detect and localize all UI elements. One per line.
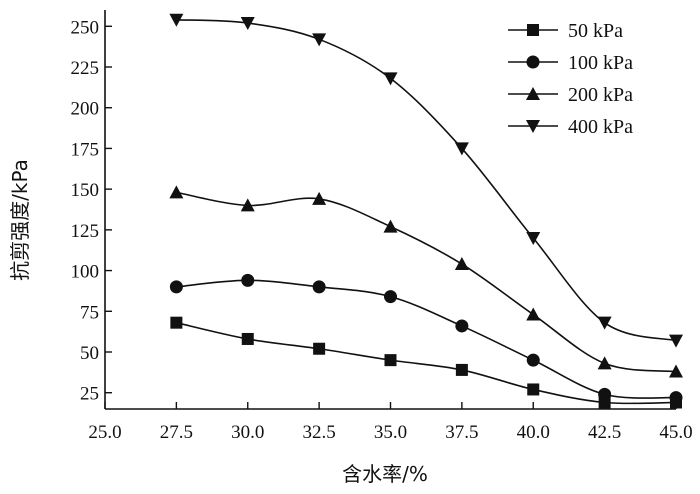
x-tick-label: 40.0 [517, 422, 550, 443]
series-layer [169, 13, 683, 409]
legend-entry: 400 kPa [508, 116, 633, 138]
data-point [454, 142, 469, 156]
x-tick-label: 35.0 [374, 422, 407, 443]
legend-marker [526, 87, 540, 100]
legend-entry: 100 kPa [508, 52, 633, 74]
y-tick-label: 175 [71, 139, 100, 160]
series-line [176, 191, 677, 373]
data-point [383, 72, 398, 86]
legend-label: 50 kPa [568, 20, 623, 42]
data-point [241, 273, 255, 287]
x-axis-label: 含水率/% [342, 462, 428, 486]
data-point [598, 387, 612, 401]
y-tick-label: 225 [71, 58, 100, 79]
data-point [669, 391, 683, 405]
x-tick-label: 45.0 [659, 422, 692, 443]
data-point [313, 342, 326, 355]
data-point [312, 33, 327, 47]
y-tick-label: 250 [71, 17, 100, 38]
data-point [527, 383, 540, 396]
legend-marker [526, 55, 540, 69]
series-line [176, 18, 677, 342]
series-line [176, 321, 677, 405]
data-point [455, 363, 468, 376]
x-tick-label: 30.0 [231, 422, 264, 443]
series-triangle-down [169, 13, 683, 348]
data-point [526, 307, 541, 321]
data-point [240, 198, 255, 212]
data-point [241, 332, 254, 345]
data-point [597, 356, 612, 370]
data-point [454, 257, 469, 271]
data-point [383, 219, 398, 233]
y-tick-label: 100 [71, 262, 100, 283]
data-point [669, 334, 683, 348]
series-square [170, 316, 682, 409]
legend-label: 400 kPa [568, 116, 633, 138]
data-point [240, 17, 255, 31]
series-circle [169, 273, 683, 405]
data-point [384, 354, 397, 367]
x-tick-label: 32.5 [303, 422, 336, 443]
data-point [455, 319, 469, 333]
data-point [169, 280, 183, 294]
legend-label: 100 kPa [568, 52, 633, 74]
data-point [669, 364, 683, 378]
x-tick-label: 37.5 [445, 422, 478, 443]
y-tick-label: 75 [80, 302, 99, 323]
axes: 25.0 27.5 30.0 32.5 35.0 37.5 40.0 42.5 45.0 25 50… [71, 10, 693, 443]
legend: 50 kPa 100 kPa 200 kPa 400 kPa [508, 20, 633, 138]
series-line [176, 279, 677, 399]
y-tick-label: 125 [71, 221, 100, 242]
data-point [169, 185, 184, 199]
series-triangle-up [169, 185, 683, 378]
data-point [312, 280, 326, 294]
legend-marker [526, 120, 540, 133]
y-tick-label: 200 [71, 99, 100, 120]
y-tick-label: 25 [80, 384, 99, 405]
legend-label: 200 kPa [568, 84, 633, 106]
legend-marker [527, 24, 539, 36]
data-point [384, 290, 397, 304]
data-point [526, 232, 541, 245]
data-point [526, 353, 540, 367]
x-tick-label: 27.5 [160, 422, 193, 443]
y-axis-label: 抗剪强度/kPa [8, 159, 32, 281]
data-point [169, 13, 184, 27]
data-point [312, 191, 327, 205]
x-tick-label: 42.5 [588, 422, 621, 443]
x-tick-label: 25.0 [88, 422, 121, 443]
data-point [170, 316, 183, 329]
data-point [597, 316, 612, 330]
y-tick-label: 150 [71, 180, 100, 201]
legend-entry: 50 kPa [508, 20, 623, 42]
y-tick-label: 50 [80, 343, 99, 364]
legend-entry: 200 kPa [508, 84, 633, 106]
